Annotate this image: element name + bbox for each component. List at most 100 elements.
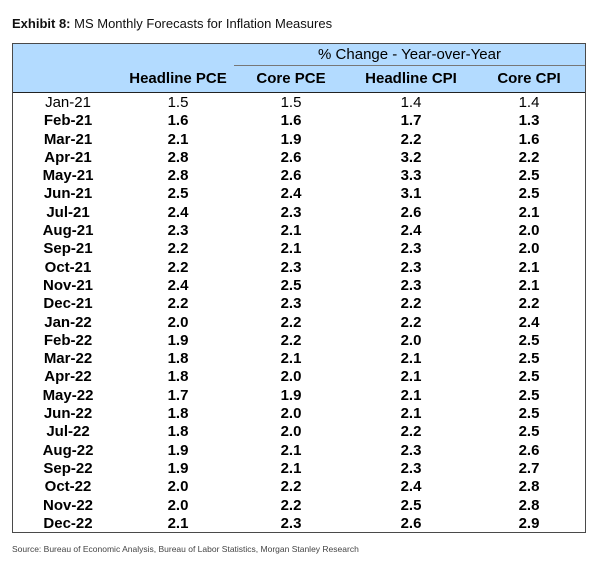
month-cell: May-21	[42, 167, 94, 185]
headline-pce-cell: 2.2	[167, 295, 189, 313]
core-cpi-cell: 1.3	[518, 112, 540, 130]
core-cpi-cell: 2.5	[518, 386, 540, 404]
month-cell: Aug-21	[42, 222, 94, 240]
headline-cpi-cell: 2.3	[400, 276, 422, 294]
core-cpi-cell: 2.1	[518, 276, 540, 294]
core-pce-cell: 1.5	[280, 94, 302, 111]
headline-pce-cell: 2.4	[167, 276, 189, 294]
core-pce-cell: 2.4	[280, 185, 302, 203]
core-pce-cell: 2.6	[280, 148, 302, 166]
table-row: Aug-22 1.9 2.1 2.3 2.6	[13, 442, 585, 460]
core-cpi-cell: 2.5	[518, 185, 540, 203]
core-cpi-cell: 2.5	[518, 350, 540, 368]
column-header-headline-cpi: Headline CPI	[365, 70, 457, 87]
span-header-label: % Change - Year-over-Year	[318, 46, 501, 63]
headline-cpi-cell: 2.0	[400, 331, 422, 349]
core-pce-cell: 2.1	[280, 222, 302, 240]
core-cpi-cell: 1.6	[518, 130, 540, 148]
core-pce-cell: 2.3	[280, 514, 302, 532]
table-row: Jun-22 1.8 2.0 2.1 2.5	[13, 405, 585, 423]
forecast-table: % Change - Year-over-Year Headline PCE C…	[12, 43, 586, 533]
core-cpi-cell: 2.0	[518, 240, 540, 258]
headline-cpi-cell: 2.6	[400, 514, 422, 532]
table-row: Jan-21 1.5 1.5 1.4 1.4	[13, 94, 585, 112]
source-note: Source: Bureau of Economic Analysis, Bur…	[12, 544, 359, 554]
month-cell: Jun-21	[43, 185, 93, 203]
table-header: % Change - Year-over-Year Headline PCE C…	[13, 44, 585, 92]
headline-pce-cell: 1.8	[167, 350, 189, 368]
table-row: Apr-21 2.8 2.6 3.2 2.2	[13, 149, 585, 167]
core-pce-cell: 1.9	[280, 130, 302, 148]
core-pce-cell: 1.9	[280, 386, 302, 404]
headline-cpi-cell: 2.5	[400, 496, 422, 514]
core-pce-cell: 2.0	[280, 423, 302, 441]
month-cell: Mar-22	[43, 350, 93, 368]
core-pce-cell: 2.2	[280, 478, 302, 496]
table-row: Dec-21 2.2 2.3 2.2 2.2	[13, 295, 585, 313]
month-cell: Apr-21	[44, 148, 92, 166]
headline-pce-cell: 2.0	[167, 496, 189, 514]
core-cpi-cell: 2.6	[518, 441, 540, 459]
headline-cpi-cell: 2.6	[400, 203, 422, 221]
headline-pce-cell: 1.8	[167, 405, 189, 423]
month-cell: Oct-21	[44, 258, 92, 276]
header-divider	[13, 92, 585, 93]
headline-cpi-cell: 2.1	[400, 386, 422, 404]
core-cpi-cell: 2.4	[518, 313, 540, 331]
headline-pce-cell: 2.4	[167, 203, 189, 221]
headline-pce-cell: 1.5	[167, 94, 189, 111]
core-pce-cell: 2.2	[280, 496, 302, 514]
table-row: Nov-22 2.0 2.2 2.5 2.8	[13, 497, 585, 515]
core-cpi-cell: 2.1	[518, 258, 540, 276]
month-cell: Dec-21	[43, 295, 93, 313]
headline-pce-cell: 2.0	[167, 313, 189, 331]
headline-pce-cell: 1.8	[167, 368, 189, 386]
table-row: Apr-22 1.8 2.0 2.1 2.5	[13, 368, 585, 386]
core-cpi-cell: 2.2	[518, 295, 540, 313]
table-row: Nov-21 2.4 2.5 2.3 2.1	[13, 277, 585, 295]
headline-pce-cell: 2.2	[167, 258, 189, 276]
month-cell: Jul-21	[46, 203, 90, 221]
headline-cpi-cell: 1.7	[400, 112, 422, 130]
span-header-underline	[234, 65, 585, 66]
table-row: Feb-22 1.9 2.2 2.0 2.5	[13, 332, 585, 350]
core-pce-cell: 2.1	[280, 240, 302, 258]
column-headers: Headline PCE Core PCE Headline CPI Core …	[13, 66, 585, 92]
table-row: Dec-22 2.1 2.3 2.6 2.9	[13, 515, 585, 533]
table-row: May-21 2.8 2.6 3.3 2.5	[13, 167, 585, 185]
headline-pce-cell: 1.7	[167, 386, 189, 404]
core-pce-cell: 2.2	[280, 331, 302, 349]
month-cell: May-22	[42, 386, 94, 404]
table-body: Jan-21 1.5 1.5 1.4 1.4 Feb-21 1.6 1.6 1.7 1.3 Mar-…	[13, 94, 585, 533]
core-cpi-cell: 2.2	[518, 148, 540, 166]
headline-cpi-cell: 2.1	[400, 368, 422, 386]
headline-pce-cell: 2.1	[167, 514, 189, 532]
exhibit-title-text: MS Monthly Forecasts for Inflation Measu…	[74, 16, 333, 31]
core-pce-cell: 2.0	[280, 368, 302, 386]
headline-cpi-cell: 2.2	[400, 313, 422, 331]
headline-pce-cell: 2.3	[167, 222, 189, 240]
table-row: Oct-22 2.0 2.2 2.4 2.8	[13, 478, 585, 496]
core-pce-cell: 2.5	[280, 276, 302, 294]
headline-cpi-cell: 2.2	[400, 295, 422, 313]
table-row: Oct-21 2.2 2.3 2.3 2.1	[13, 259, 585, 277]
table-row: Sep-21 2.2 2.1 2.3 2.0	[13, 240, 585, 258]
month-cell: Sep-21	[43, 240, 93, 258]
month-cell: Sep-22	[43, 459, 93, 477]
core-pce-cell: 1.6	[280, 112, 302, 130]
table-row: Sep-22 1.9 2.1 2.3 2.7	[13, 460, 585, 478]
headline-cpi-cell: 2.3	[400, 441, 422, 459]
headline-cpi-cell: 2.2	[400, 423, 422, 441]
headline-cpi-cell: 2.1	[400, 405, 422, 423]
core-pce-cell: 2.1	[280, 350, 302, 368]
headline-cpi-cell: 2.3	[400, 459, 422, 477]
table-row: Feb-21 1.6 1.6 1.7 1.3	[13, 112, 585, 130]
table-row: Aug-21 2.3 2.1 2.4 2.0	[13, 222, 585, 240]
core-pce-cell: 2.3	[280, 258, 302, 276]
core-cpi-cell: 1.4	[518, 94, 540, 111]
headline-pce-cell: 1.9	[167, 459, 189, 477]
core-cpi-cell: 2.9	[518, 514, 540, 532]
month-cell: Jan-22	[44, 313, 92, 331]
headline-pce-cell: 1.9	[167, 331, 189, 349]
headline-cpi-cell: 3.2	[400, 148, 422, 166]
